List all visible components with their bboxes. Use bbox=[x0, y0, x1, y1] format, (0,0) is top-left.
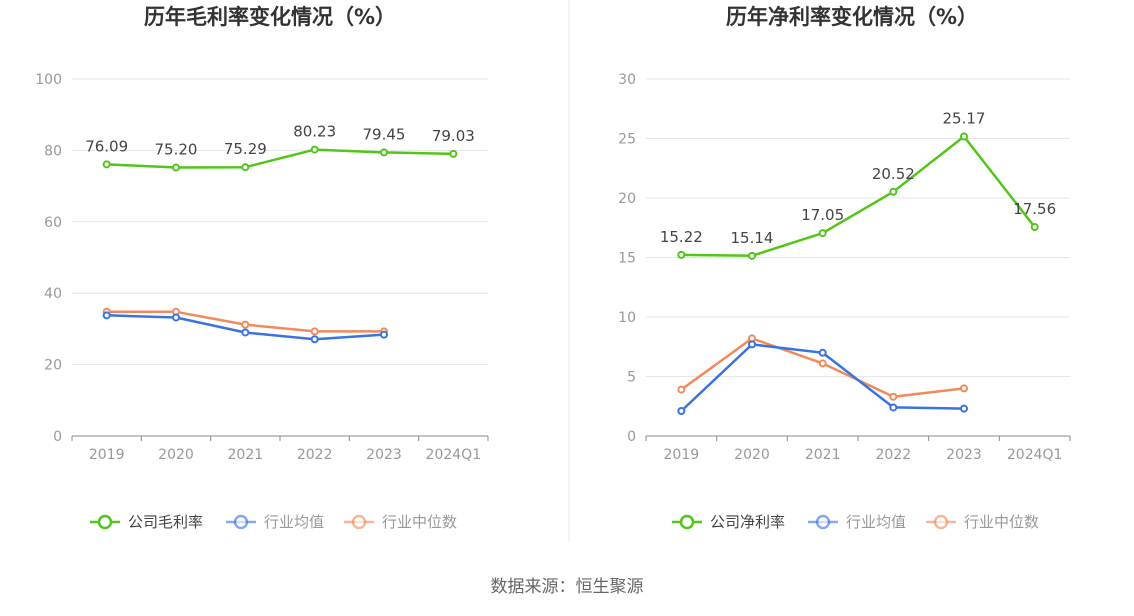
y-tick-label: 0 bbox=[627, 429, 636, 445]
data-label: 15.22 bbox=[660, 228, 703, 246]
legend-label: 行业中位数 bbox=[964, 513, 1039, 531]
data-label: 15.14 bbox=[731, 229, 774, 247]
data-label: 20.52 bbox=[872, 165, 915, 183]
data-point bbox=[310, 145, 319, 154]
legend-label: 公司毛利率 bbox=[128, 513, 203, 531]
y-tick-label: 10 bbox=[618, 310, 636, 326]
data-label: 25.17 bbox=[943, 109, 986, 127]
data-point bbox=[380, 330, 388, 339]
data-label: 75.20 bbox=[155, 141, 198, 159]
data-point bbox=[748, 340, 756, 349]
legend-label: 行业中位数 bbox=[382, 513, 457, 531]
y-tick-label: 20 bbox=[618, 191, 636, 207]
data-label: 17.05 bbox=[801, 206, 844, 224]
x-tick-label: 2024Q1 bbox=[1007, 447, 1063, 463]
data-point bbox=[310, 327, 319, 336]
legend-label: 行业均值 bbox=[264, 513, 324, 531]
series-line bbox=[106, 148, 454, 169]
y-tick-label: 25 bbox=[618, 132, 636, 148]
legend-marker bbox=[815, 514, 831, 530]
x-tick-label: 2019 bbox=[664, 447, 700, 463]
data-label: 75.29 bbox=[224, 140, 267, 158]
x-tick-label: 2021 bbox=[805, 447, 841, 463]
x-tick-label: 2020 bbox=[734, 447, 770, 463]
data-point bbox=[310, 335, 319, 344]
x-tick-label: 2021 bbox=[228, 447, 264, 463]
data-point bbox=[889, 392, 898, 401]
data-point bbox=[889, 403, 898, 412]
data-point bbox=[241, 320, 250, 329]
x-tick-label: 2024Q1 bbox=[426, 447, 482, 463]
data-point bbox=[172, 163, 180, 172]
data-point bbox=[449, 149, 458, 158]
chart-title-gross-margin: 历年毛利率变化情况（%） bbox=[144, 5, 396, 29]
series-line bbox=[681, 135, 1036, 258]
data-point bbox=[960, 132, 968, 141]
y-tick-label: 5 bbox=[627, 370, 636, 386]
data-point bbox=[889, 187, 898, 196]
series-line bbox=[680, 337, 965, 398]
legend-marker bbox=[233, 514, 249, 530]
data-point bbox=[1030, 223, 1039, 232]
data-label: 80.23 bbox=[293, 123, 336, 141]
y-tick-label: 60 bbox=[44, 215, 62, 231]
legend-marker bbox=[351, 514, 367, 530]
data-label: 79.45 bbox=[363, 125, 406, 143]
y-tick-label: 80 bbox=[44, 143, 62, 159]
data-point bbox=[960, 404, 968, 413]
data-point bbox=[241, 328, 250, 337]
data-point bbox=[960, 384, 968, 393]
data-point bbox=[172, 313, 180, 322]
data-point bbox=[818, 348, 827, 357]
x-tick-label: 2022 bbox=[876, 447, 912, 463]
x-tick-label: 2020 bbox=[158, 447, 194, 463]
x-tick-label: 2023 bbox=[366, 447, 402, 463]
legend-label: 行业均值 bbox=[846, 513, 906, 531]
data-point bbox=[677, 407, 686, 416]
data-point bbox=[818, 229, 827, 238]
legend-marker bbox=[933, 514, 949, 530]
data-point bbox=[102, 160, 111, 169]
x-tick-label: 2019 bbox=[89, 447, 125, 463]
legend-label: 公司净利率 bbox=[710, 513, 785, 531]
legend-marker bbox=[97, 514, 113, 530]
data-point bbox=[748, 251, 756, 260]
data-label: 76.09 bbox=[85, 137, 128, 155]
x-tick-label: 2022 bbox=[297, 447, 333, 463]
data-label: 79.03 bbox=[432, 127, 475, 145]
y-tick-label: 30 bbox=[618, 72, 636, 88]
data-point bbox=[102, 311, 111, 320]
y-tick-label: 40 bbox=[44, 286, 62, 302]
data-point bbox=[677, 385, 686, 394]
y-tick-label: 20 bbox=[44, 358, 62, 374]
data-point bbox=[241, 163, 250, 172]
source-label: 数据来源：恒生聚源 bbox=[491, 577, 644, 597]
y-tick-label: 15 bbox=[618, 251, 636, 267]
data-point bbox=[677, 250, 686, 259]
legend-marker bbox=[679, 514, 695, 530]
y-tick-label: 0 bbox=[53, 429, 62, 445]
data-label: 17.56 bbox=[1013, 200, 1056, 218]
x-tick-label: 2023 bbox=[946, 447, 982, 463]
y-tick-label: 100 bbox=[35, 72, 62, 88]
data-point bbox=[818, 359, 827, 368]
data-point bbox=[380, 148, 388, 157]
chart-title-net-margin: 历年净利率变化情况（%） bbox=[726, 5, 978, 29]
